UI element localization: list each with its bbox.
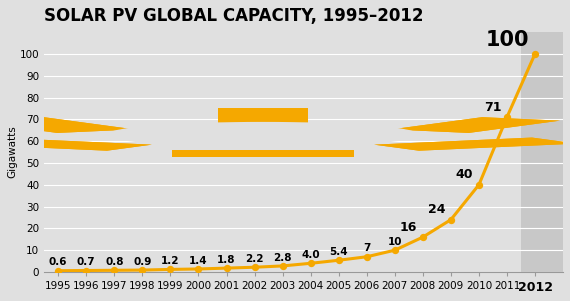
Bar [374, 138, 570, 151]
Point [531, 51, 540, 56]
Bar [391, 117, 560, 133]
Bar [0, 117, 135, 133]
Text: 0.8: 0.8 [105, 257, 124, 267]
Text: 1.8: 1.8 [217, 255, 236, 265]
Point [278, 263, 287, 268]
Text: 4.0: 4.0 [302, 250, 320, 260]
Bar [0, 117, 135, 133]
Text: 71: 71 [484, 101, 502, 114]
Text: 10: 10 [388, 237, 402, 247]
Text: 40: 40 [456, 169, 473, 182]
Text: 0.6: 0.6 [49, 257, 67, 268]
Bar [218, 108, 308, 123]
Text: 2.2: 2.2 [245, 254, 264, 264]
Point [82, 268, 91, 273]
Point [54, 268, 63, 273]
Text: 24: 24 [428, 203, 445, 216]
Bar [172, 150, 354, 157]
Bar [0, 138, 152, 151]
Point [390, 248, 400, 253]
Text: 5.4: 5.4 [329, 247, 348, 257]
Text: 1.2: 1.2 [161, 256, 180, 266]
Point [194, 267, 203, 272]
Bar [374, 138, 570, 151]
Bar [0, 138, 152, 151]
Bar [521, 32, 563, 272]
Text: 100: 100 [486, 29, 530, 49]
Y-axis label: Gigawatts: Gigawatts [7, 126, 17, 178]
Point [222, 266, 231, 271]
Point [362, 254, 371, 259]
Point [418, 235, 428, 240]
Text: 2.8: 2.8 [274, 253, 292, 263]
Text: 0.9: 0.9 [133, 257, 152, 267]
Point [474, 182, 483, 187]
Point [502, 115, 511, 119]
Point [138, 268, 147, 272]
Point [334, 258, 343, 263]
Point [250, 265, 259, 270]
Bar [218, 108, 308, 123]
Text: 7: 7 [363, 244, 371, 253]
Point [306, 261, 315, 266]
Text: 1.4: 1.4 [189, 256, 208, 266]
Text: 0.7: 0.7 [77, 257, 96, 267]
Text: SOLAR PV GLOBAL CAPACITY, 1995–2012: SOLAR PV GLOBAL CAPACITY, 1995–2012 [44, 7, 424, 25]
Point [110, 268, 119, 273]
Bar [172, 150, 354, 157]
Bar [391, 117, 560, 133]
Point [446, 217, 455, 222]
Text: 16: 16 [400, 221, 417, 234]
Circle shape [109, 123, 417, 147]
Point [166, 267, 175, 272]
